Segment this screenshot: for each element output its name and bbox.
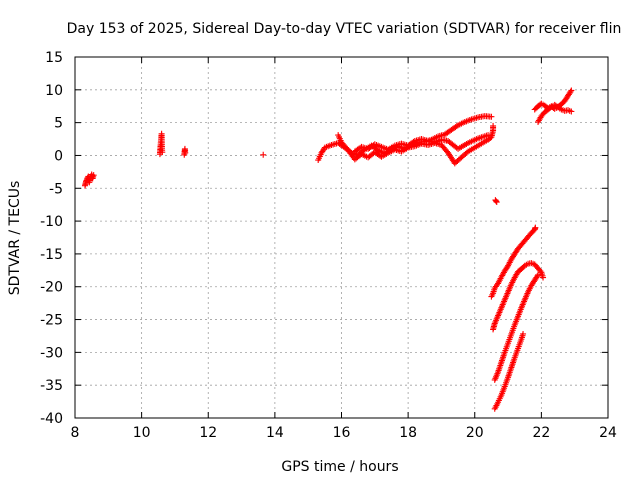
data-point [520,330,527,337]
data-point [485,132,492,139]
plot-frame [74,56,609,419]
series-pass-11-3 [181,145,189,158]
series-arc-e [490,260,547,333]
y-tick-label: -25 [40,313,63,329]
x-tick-label: 22 [532,425,550,441]
x-tick-label: 24 [599,425,617,441]
data-point [540,274,547,281]
y-tick-label: -20 [40,280,63,296]
data-point [490,122,497,129]
series-arc-c [351,132,492,155]
series-arc-b [335,122,497,167]
series-pass-13-7 [260,151,267,158]
data-point [534,273,541,280]
data-point [567,88,574,95]
x-tick-label: 12 [199,425,217,441]
y-tick-label: -5 [49,181,63,197]
series-arc-f [491,271,542,383]
axis-ticks: 8 10 12 14 16 18 20 22 24 -40 -35 -30 -25 -20 -15 -10 -5… [40,50,617,441]
data-point [537,267,544,274]
data-point [182,149,189,156]
y-tick-label: 5 [54,116,63,132]
y-tick-label: -15 [40,247,63,263]
y-tick-label: 10 [45,83,63,99]
x-tick-label: 10 [133,425,151,441]
y-tick-label: -30 [40,345,63,361]
series-arc-i [535,101,575,125]
chart-title: Day 153 of 2025, Sidereal Day-to-day VTE… [67,21,622,37]
y-axis-label: SDTVAR / TECUs [7,181,23,296]
series-early-cluster [81,171,97,189]
y-tick-label: -10 [40,214,63,230]
series-arc-a [315,113,495,164]
data-point [493,198,500,205]
series-outlier-20-6 [492,197,500,206]
data-point [410,138,417,145]
series-arc-d [488,224,539,300]
x-tick-label: 20 [466,425,484,441]
x-tick-label: 8 [71,425,80,441]
data-point [260,151,267,158]
data-point [90,172,97,179]
data-point [532,224,539,231]
data-point [493,199,500,206]
y-tick-label: -40 [40,411,63,427]
series-arc-g [491,330,527,412]
x-axis-label: GPS time / hours [281,459,398,475]
data-point [568,87,575,94]
y-tick-label: 15 [45,50,63,66]
x-tick-label: 14 [266,425,284,441]
y-tick-label: -35 [40,378,63,394]
x-tick-label: 18 [399,425,417,441]
data-point [488,113,495,120]
x-tick-label: 16 [333,425,351,441]
y-tick-label: 0 [54,148,63,164]
data-point [159,149,166,156]
data-point [568,108,575,115]
series-pass-10-5 [156,130,166,158]
data-point [535,271,542,278]
data-points [81,87,575,412]
